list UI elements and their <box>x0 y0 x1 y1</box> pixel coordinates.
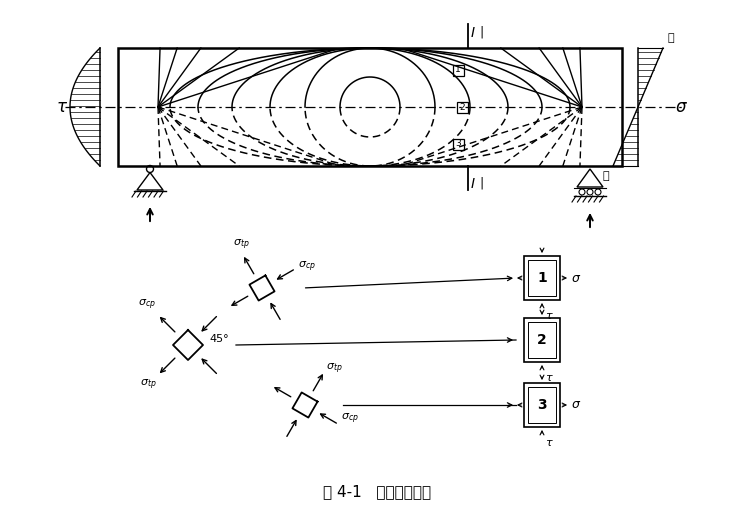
Text: 1: 1 <box>537 271 547 285</box>
Text: $\sigma_{tp}$: $\sigma_{tp}$ <box>139 377 156 392</box>
Text: τ: τ <box>545 438 552 448</box>
Bar <box>528 260 556 296</box>
Bar <box>528 322 556 358</box>
Text: σ: σ <box>572 271 580 285</box>
Text: $\sigma_{cp}$: $\sigma_{cp}$ <box>299 260 316 274</box>
Bar <box>456 101 467 113</box>
Bar <box>524 383 560 427</box>
Bar <box>528 387 556 423</box>
Text: 2: 2 <box>459 102 464 112</box>
Text: I: I <box>471 177 475 191</box>
Bar <box>524 318 560 362</box>
Bar <box>524 256 560 300</box>
Text: |: | <box>479 176 483 190</box>
Text: τ: τ <box>57 98 67 116</box>
Text: $\sigma_{cp}$: $\sigma_{cp}$ <box>342 412 359 426</box>
Text: 3: 3 <box>455 139 461 149</box>
Text: $\sigma_{tp}$: $\sigma_{tp}$ <box>233 237 250 252</box>
Text: 压: 压 <box>667 33 673 43</box>
Text: 45°: 45° <box>209 334 228 344</box>
Text: 拉: 拉 <box>602 171 609 181</box>
Text: 图 4-1   主应力轨迹线: 图 4-1 主应力轨迹线 <box>323 485 431 500</box>
Text: 3: 3 <box>537 398 547 412</box>
Text: τ: τ <box>545 311 552 321</box>
Text: $\sigma_{cp}$: $\sigma_{cp}$ <box>138 298 156 313</box>
Bar <box>118 48 622 166</box>
Text: σ: σ <box>676 98 686 116</box>
Text: I: I <box>471 26 475 40</box>
Text: $\sigma_{tp}$: $\sigma_{tp}$ <box>326 361 342 376</box>
Text: τ: τ <box>545 373 552 383</box>
Text: σ: σ <box>572 398 580 412</box>
Bar <box>452 138 464 150</box>
Text: 2: 2 <box>537 333 547 347</box>
Text: 1: 1 <box>455 65 461 75</box>
Bar <box>452 64 464 76</box>
Text: |: | <box>479 26 483 39</box>
